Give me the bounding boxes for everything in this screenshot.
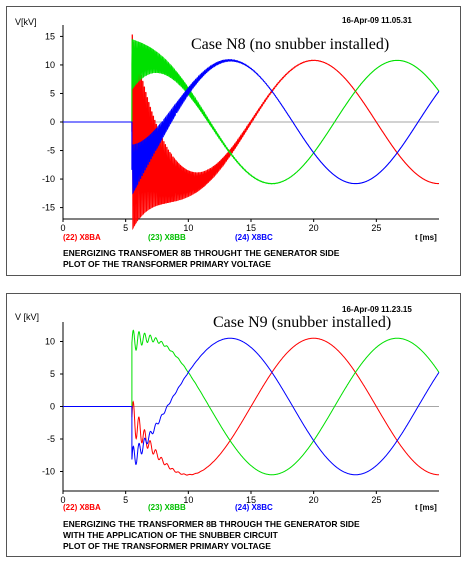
x-tick-label: 25 xyxy=(371,223,381,233)
caption-line-2: PLOT OF THE TRANSFORMER PRIMARY VOLTAGE xyxy=(63,259,271,269)
y-tick-label: 0 xyxy=(50,117,55,127)
y-tick-label: 0 xyxy=(50,402,55,412)
legend-series-c: (24) X8BC xyxy=(235,233,273,242)
series-line-3 xyxy=(63,58,440,195)
chart-n8: 15 10 5 0 -5 -10 -15 0 5 10 15 20 25 xyxy=(42,25,440,233)
x-tick-label: 10 xyxy=(183,495,193,505)
x-axis-title: t [ms] xyxy=(415,503,437,512)
x-tick-label: 25 xyxy=(371,495,381,505)
caption-line-1: ENERGIZING TRANSFOMER 8B THROUGHT THE GE… xyxy=(63,248,340,258)
series-line-1 xyxy=(63,34,439,231)
x-tick-label: 0 xyxy=(60,223,65,233)
legend-series-b: (23) X8BB xyxy=(148,233,186,242)
x-tick-label: 15 xyxy=(246,495,256,505)
chart-title: Case N9 (snubber installed) xyxy=(213,314,392,331)
x-tick-label: 20 xyxy=(309,495,319,505)
caption-line-1: ENERGIZING THE TRANSFORMER 8B THROUGH TH… xyxy=(63,519,360,529)
x-tick-label: 20 xyxy=(309,223,319,233)
caption-line-2: WITH THE APPLICATION OF THE SNUBBER CIRC… xyxy=(63,530,278,540)
x-tick-label: 15 xyxy=(246,223,256,233)
y-tick-label: -5 xyxy=(47,434,55,444)
chart-panel-n8: 15 10 5 0 -5 -10 -15 0 5 10 15 20 25 V[kV] 16-Apr-09… xyxy=(6,6,461,276)
y-tick-label: 5 xyxy=(50,88,55,98)
x-tick-label: 10 xyxy=(183,223,193,233)
timestamp: 16-Apr-09 11.23.15 xyxy=(342,305,412,314)
y-axis-title: V[kV] xyxy=(15,17,37,27)
x-tick-label: 0 xyxy=(60,495,65,505)
chart-panel-n9: 10 5 0 -5 -10 0 5 10 15 20 25 V [kV] 16-Apr-09 11.… xyxy=(6,293,461,557)
caption-line-3: PLOT OF THE TRANSFORMER PRIMARY VOLTAGE xyxy=(63,541,271,551)
y-tick-label: 10 xyxy=(45,60,55,70)
x-axis-title: t [ms] xyxy=(415,233,437,242)
series-line-2 xyxy=(63,329,440,476)
series-line-2 xyxy=(63,38,440,185)
legend-series-c: (24) X8BC xyxy=(235,503,273,512)
series-line-3 xyxy=(63,337,440,476)
y-axis-title: V [kV] xyxy=(15,312,40,322)
timestamp: 16-Apr-09 11.05.31 xyxy=(342,16,412,25)
y-tick-label: -10 xyxy=(42,174,55,184)
series-line-1 xyxy=(63,337,439,476)
x-tick-label: 5 xyxy=(123,223,128,233)
y-tick-label: 5 xyxy=(50,369,55,379)
y-tick-label: 10 xyxy=(45,337,55,347)
x-tick-label: 5 xyxy=(123,495,128,505)
chart-n9: 10 5 0 -5 -10 0 5 10 15 20 25 xyxy=(42,322,440,505)
y-tick-label: -15 xyxy=(42,203,55,213)
y-tick-label: -10 xyxy=(42,467,55,477)
chart-title: Case N8 (no snubber installed) xyxy=(191,36,390,53)
y-tick-label: -5 xyxy=(47,146,55,156)
y-tick-label: 15 xyxy=(45,31,55,41)
legend-series-a: (22) X8BA xyxy=(63,503,101,512)
legend-series-a: (22) X8BA xyxy=(63,233,101,242)
legend-series-b: (23) X8BB xyxy=(148,503,186,512)
